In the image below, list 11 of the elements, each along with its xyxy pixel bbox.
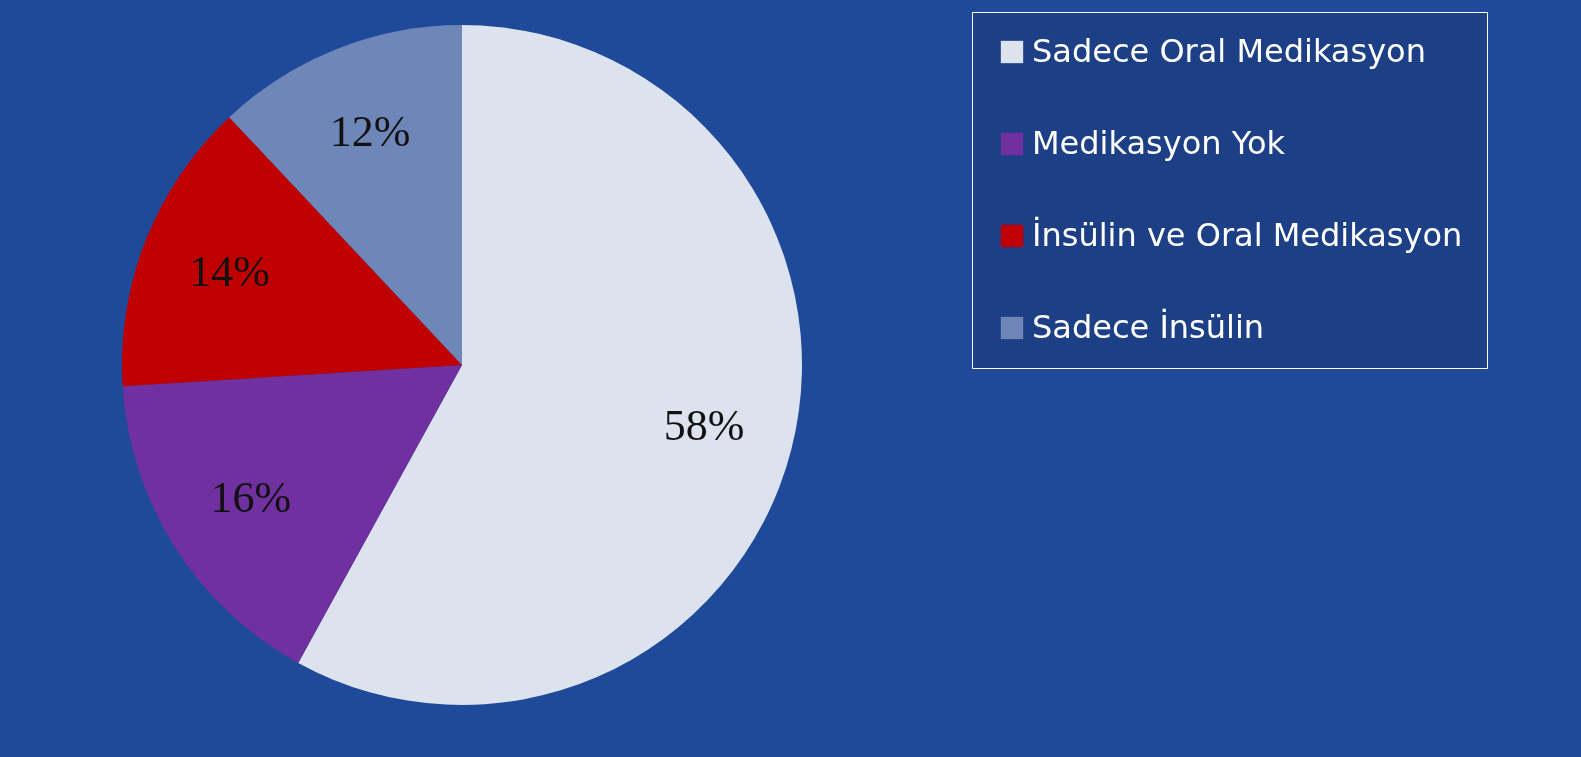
data-label: 12% <box>329 106 411 156</box>
legend-label: Sadece İnsülin <box>1032 308 1265 346</box>
pie-slice <box>122 365 462 663</box>
data-label: 14% <box>189 246 270 296</box>
pie-slice <box>122 117 462 387</box>
legend-label: İnsülin ve Oral Medikasyon <box>1032 216 1463 254</box>
data-label: 58% <box>663 401 745 451</box>
legend-label: Sadece Oral Medikasyon <box>1032 32 1426 70</box>
pie-slice <box>298 25 802 705</box>
data-label: 16% <box>210 472 292 522</box>
legend-label: Medikasyon Yok <box>1032 124 1286 162</box>
